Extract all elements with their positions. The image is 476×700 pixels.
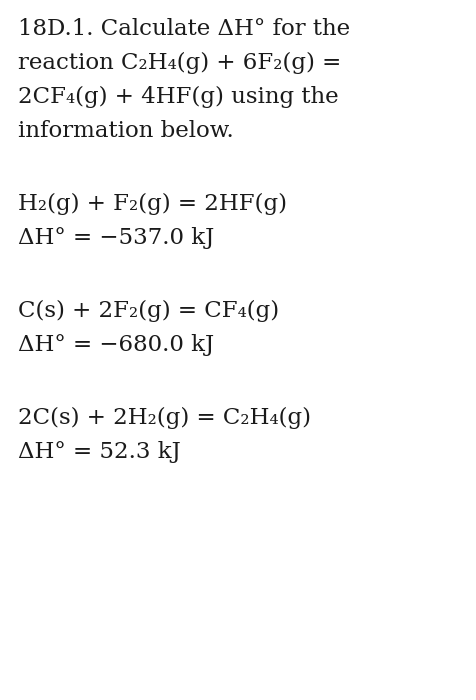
Text: 18D.1. Calculate ΔH° for the: 18D.1. Calculate ΔH° for the xyxy=(18,18,349,40)
Text: 2C(s) + 2H₂(g) = C₂H₄(g): 2C(s) + 2H₂(g) = C₂H₄(g) xyxy=(18,407,310,429)
Text: reaction C₂H₄(g) + 6F₂(g) =: reaction C₂H₄(g) + 6F₂(g) = xyxy=(18,52,340,74)
Text: C(s) + 2F₂(g) = CF₄(g): C(s) + 2F₂(g) = CF₄(g) xyxy=(18,300,278,322)
Text: H₂(g) + F₂(g) = 2HF(g): H₂(g) + F₂(g) = 2HF(g) xyxy=(18,193,287,215)
Text: ΔH° = −537.0 kJ: ΔH° = −537.0 kJ xyxy=(18,227,214,249)
Text: ΔH° = −680.0 kJ: ΔH° = −680.0 kJ xyxy=(18,334,214,356)
Text: information below.: information below. xyxy=(18,120,233,142)
Text: ΔH° = 52.3 kJ: ΔH° = 52.3 kJ xyxy=(18,441,180,463)
Text: 2CF₄(g) + 4HF(g) using the: 2CF₄(g) + 4HF(g) using the xyxy=(18,86,338,108)
